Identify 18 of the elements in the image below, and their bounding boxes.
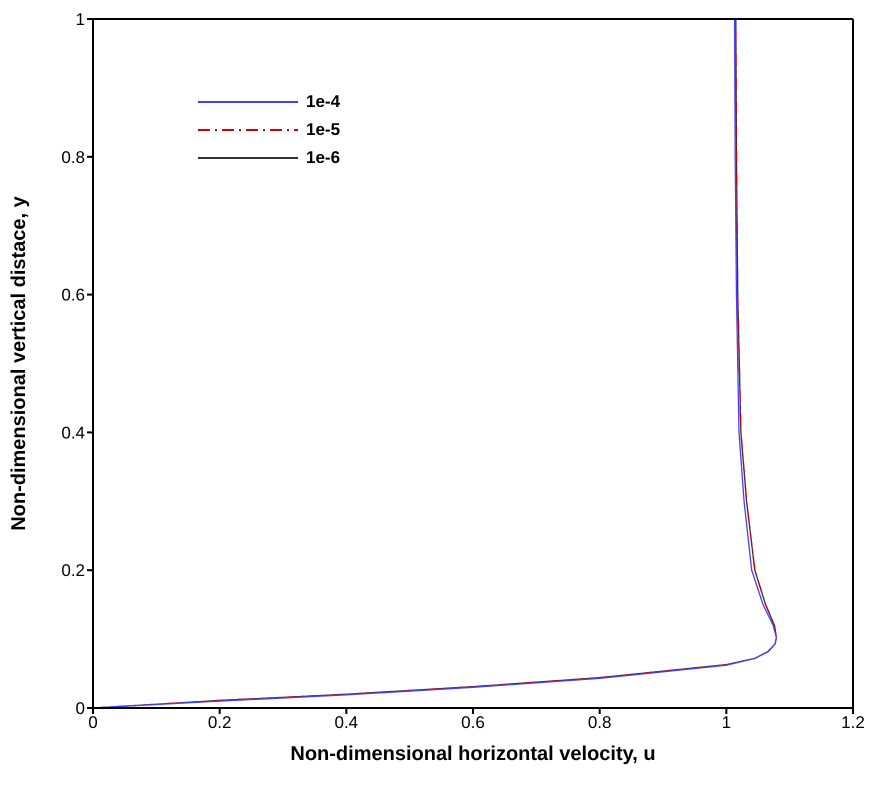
- y-tick-label: 0.2: [61, 561, 85, 580]
- legend-label: 1e-5: [306, 120, 340, 140]
- legend-label: 1e-6: [306, 148, 340, 168]
- y-tick-label: 0.8: [61, 148, 85, 167]
- x-tick-label: 0.4: [334, 713, 358, 732]
- x-tick-label: 0.2: [208, 713, 232, 732]
- legend-label: 1e-4: [306, 92, 340, 112]
- y-tick-label: 1: [76, 10, 85, 30]
- x-axis-title: Non-dimensional horizontal velocity, u: [290, 743, 656, 765]
- x-tick-label: 0.8: [588, 713, 612, 732]
- x-tick-label: 1.2: [841, 713, 865, 732]
- y-tick-label: 0.4: [61, 423, 85, 442]
- y-tick-label: 0: [76, 699, 85, 718]
- y-axis-title: Non-dimensional vertical distace, y: [8, 195, 30, 531]
- x-tick-label: 0: [88, 713, 98, 732]
- x-tick-label: 0.6: [461, 713, 485, 732]
- x-tick-label: 1: [722, 713, 732, 732]
- y-tick-label: 0.6: [61, 286, 85, 305]
